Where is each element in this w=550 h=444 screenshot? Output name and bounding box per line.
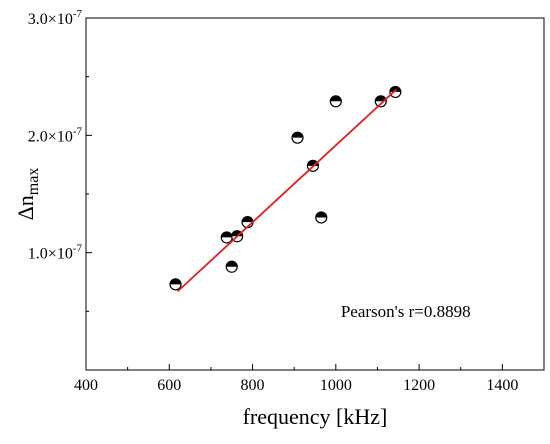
data-point bbox=[389, 85, 402, 99]
y-tick-label: 3.0×10-7 bbox=[28, 8, 83, 28]
x-axis-title: frequency [kHz] bbox=[243, 404, 388, 429]
x-tick-label: 1200 bbox=[403, 377, 435, 394]
x-axis-ticks: 400 600 800 1000 1200 1400 bbox=[74, 364, 518, 394]
fit-line bbox=[176, 88, 397, 293]
pearson-annotation: Pearson's r=0.8898 bbox=[341, 302, 471, 321]
x-tick-label: 1400 bbox=[486, 377, 518, 394]
y-tick-mantissa: 1.0×10 bbox=[28, 246, 73, 263]
data-point bbox=[291, 131, 304, 144]
data-point bbox=[315, 211, 328, 224]
y-tick-label: 2.0×10-7 bbox=[28, 125, 83, 145]
plot-frame bbox=[85, 17, 545, 371]
data-point bbox=[225, 260, 238, 273]
x-tick-label: 400 bbox=[74, 377, 98, 394]
data-point bbox=[169, 278, 182, 291]
y-axis-title: Δnmax bbox=[13, 168, 42, 221]
y-axis-title-subscript: max bbox=[25, 168, 42, 196]
data-point bbox=[374, 95, 387, 108]
data-point bbox=[329, 95, 342, 108]
y-axis-ticks: 1.0×10-72.0×10-73.0×10-7 bbox=[28, 8, 92, 312]
x-tick-label: 1000 bbox=[320, 377, 352, 394]
y-tick-mantissa: 3.0×10 bbox=[28, 11, 73, 28]
x-tick-label: 800 bbox=[241, 377, 265, 394]
y-tick-exponent: -7 bbox=[73, 243, 83, 255]
y-axis-title-base: Δn bbox=[13, 195, 38, 220]
y-tick-exponent: -7 bbox=[73, 125, 83, 137]
x-tick-label: 600 bbox=[157, 377, 181, 394]
y-tick-label: 1.0×10-7 bbox=[28, 243, 83, 263]
y-tick-exponent: -7 bbox=[73, 8, 83, 20]
y-tick-mantissa: 2.0×10 bbox=[28, 128, 73, 145]
data-point bbox=[220, 231, 233, 244]
